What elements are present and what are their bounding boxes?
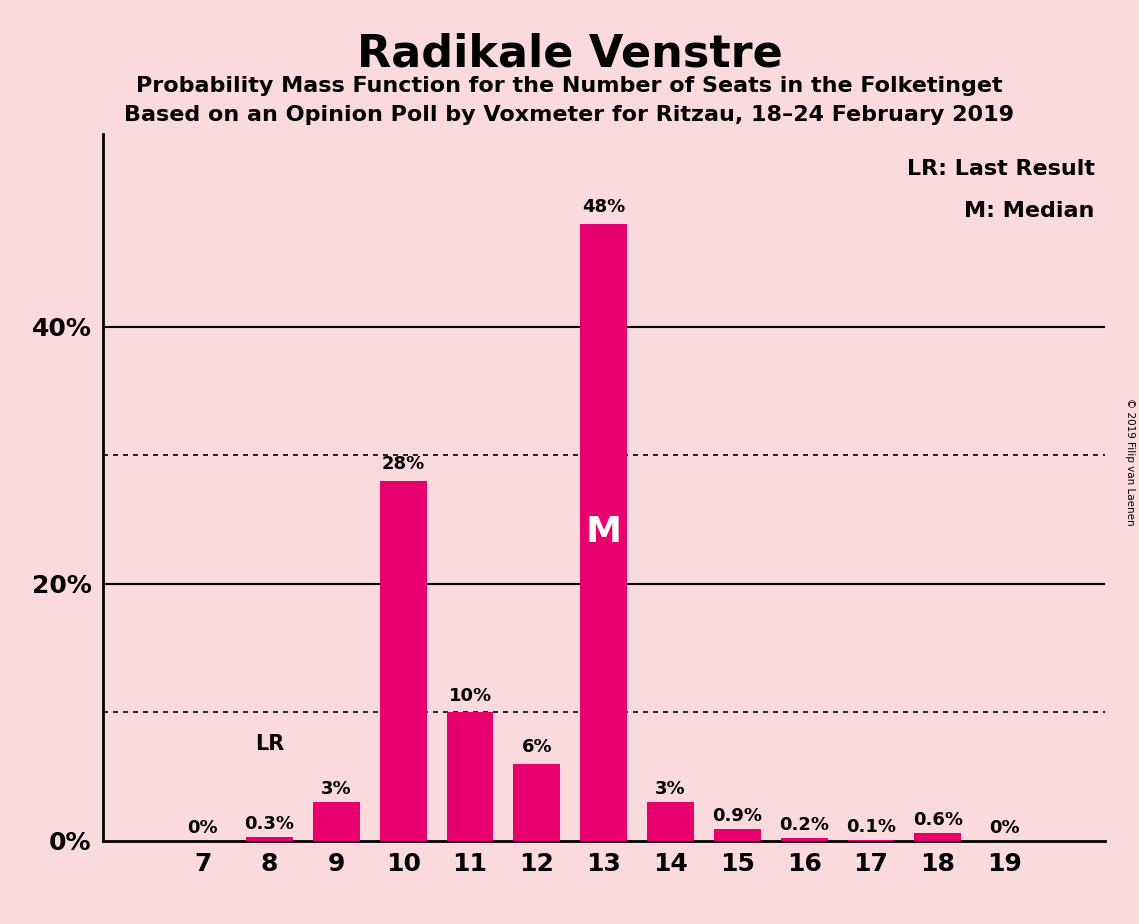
Text: 0.1%: 0.1% — [846, 818, 896, 835]
Text: 0%: 0% — [990, 819, 1019, 837]
Bar — [647, 802, 694, 841]
Text: Probability Mass Function for the Number of Seats in the Folketinget: Probability Mass Function for the Number… — [137, 76, 1002, 96]
Text: 3%: 3% — [321, 781, 352, 798]
Text: Radikale Venstre: Radikale Venstre — [357, 32, 782, 76]
Text: M: Median: M: Median — [965, 201, 1095, 221]
Text: © 2019 Filip van Laenen: © 2019 Filip van Laenen — [1125, 398, 1134, 526]
Text: 48%: 48% — [582, 199, 625, 216]
Text: LR: Last Result: LR: Last Result — [907, 159, 1095, 178]
Text: 0.6%: 0.6% — [912, 811, 962, 829]
Text: 28%: 28% — [382, 456, 425, 473]
Bar — [313, 802, 360, 841]
Text: 0.2%: 0.2% — [779, 817, 829, 834]
Text: 10%: 10% — [449, 687, 492, 705]
Bar — [714, 829, 761, 841]
Text: 3%: 3% — [655, 781, 686, 798]
Text: Based on an Opinion Poll by Voxmeter for Ritzau, 18–24 February 2019: Based on an Opinion Poll by Voxmeter for… — [124, 105, 1015, 126]
Text: M: M — [585, 516, 622, 550]
Text: 6%: 6% — [522, 738, 552, 756]
Bar — [514, 764, 560, 841]
Bar — [780, 838, 828, 841]
Bar — [847, 840, 894, 841]
Text: 0%: 0% — [188, 819, 218, 837]
Text: 0.3%: 0.3% — [245, 815, 295, 833]
Bar — [246, 837, 293, 841]
Bar — [379, 481, 427, 841]
Text: LR: LR — [255, 735, 285, 755]
Text: 0.9%: 0.9% — [712, 808, 762, 825]
Bar — [915, 833, 961, 841]
Bar — [580, 224, 628, 841]
Bar — [446, 712, 493, 841]
